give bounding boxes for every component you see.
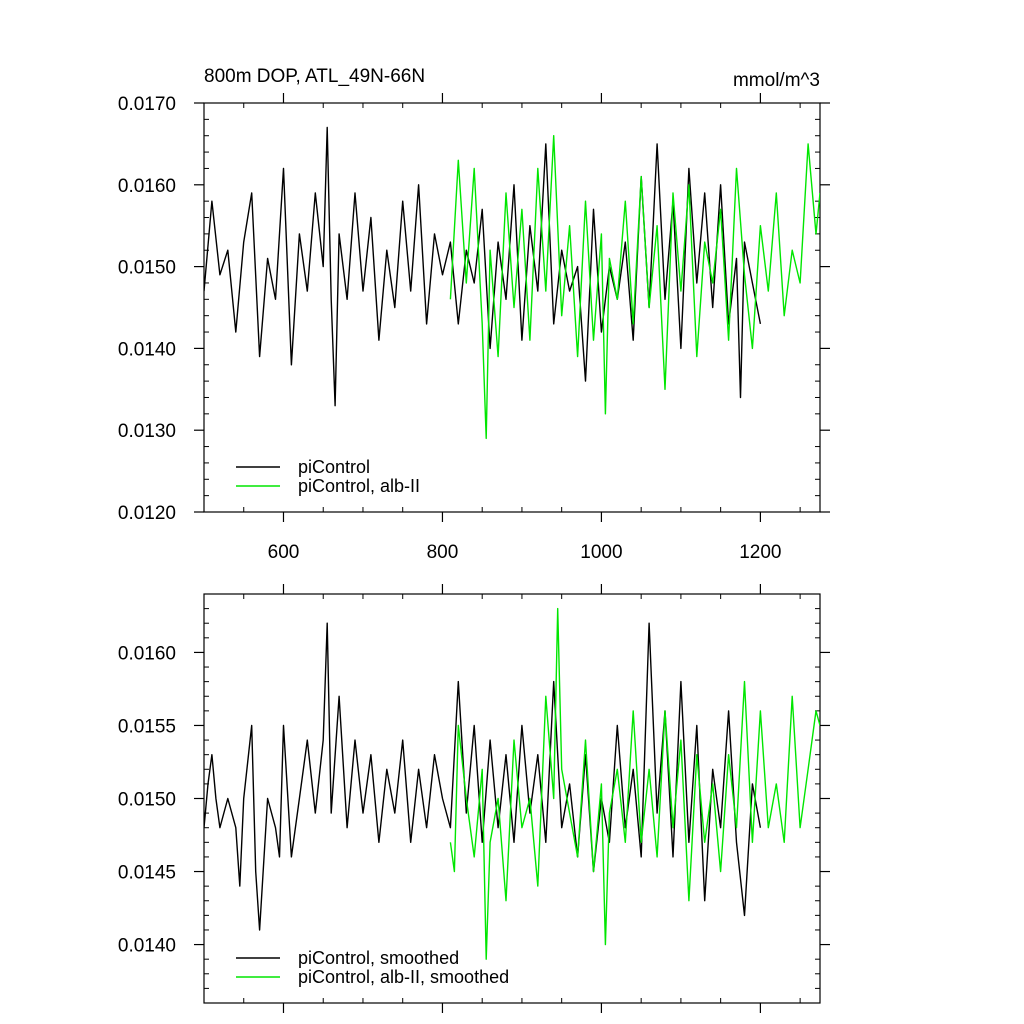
legend-label-1: piControl, alb-II [298,476,420,496]
legend-label-0: piControl, smoothed [298,948,459,968]
series-line-0 [204,126,762,407]
y-tick-label: 0.0140 [118,339,176,360]
y-tick-label: 0.0150 [118,258,176,279]
y-tick-label: 0.0130 [118,421,176,442]
plot-frame [203,102,821,513]
y-tick-label: 0.0160 [118,643,176,664]
y-tick-label: 0.0170 [118,94,176,115]
y-tick-label: 0.0140 [118,936,176,957]
series-line-1 [449,607,820,960]
series-line-0 [204,622,762,931]
x-tick-label: 1000 [580,542,622,563]
bottom-panel: 0.0140 0.0145 0.0150 0.0155 0.0160 piControl,… [118,584,830,1013]
legend-label-1: piControl, alb-II, smoothed [298,967,509,987]
series-line-1 [449,134,820,440]
chart-title: 800m DOP, ATL_49N-66N [204,66,425,87]
plot-frame [203,593,821,1004]
chart-units: mmol/m^3 [733,70,820,91]
x-tick-label: 800 [427,542,459,563]
legend-label-0: piControl [298,457,370,477]
y-tick-label: 0.0155 [118,716,176,737]
y-tick-label: 0.0145 [118,863,176,884]
y-tick-label: 0.0160 [118,176,176,197]
x-tick-label: 1200 [739,542,781,563]
x-tick-label: 600 [268,542,300,563]
top-panel: 600 800 1000 1200 0.0120 0.0130 0.0140 0.0150 0.… [118,93,830,563]
y-tick-label: 0.0120 [118,503,176,524]
y-tick-label: 0.0150 [118,790,176,811]
